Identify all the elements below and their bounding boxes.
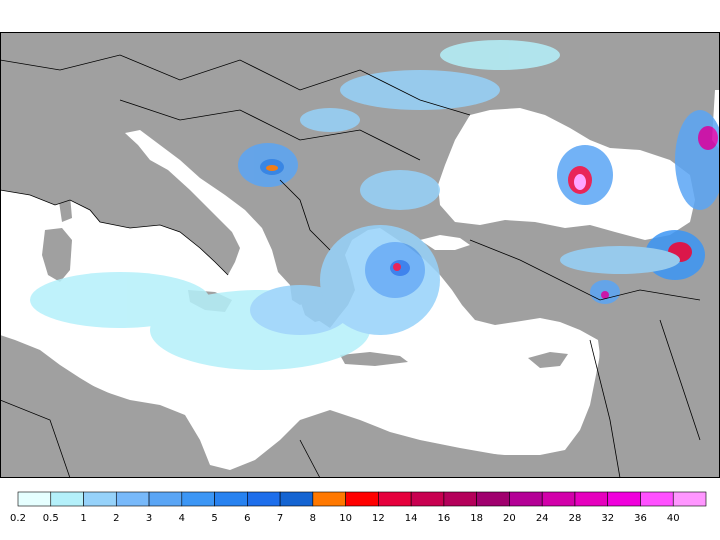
border <box>0 399 71 479</box>
legend-labels: 0.2 0.5 1 2 3 4 5 6 7 8 10 12 14 16 18 20 24 28 32 36 40 <box>10 513 680 524</box>
legend-swatch <box>574 491 609 507</box>
legend-swatch <box>181 491 215 507</box>
legend-label: 4 <box>179 513 185 524</box>
legend-swatch <box>148 491 183 507</box>
legend-swatch <box>17 491 52 507</box>
rain-area <box>300 108 360 132</box>
legend-swatch <box>312 491 346 507</box>
rain-area <box>574 174 586 190</box>
legend-swatch <box>83 491 117 507</box>
legend-swatch <box>115 491 150 507</box>
legend-label: 14 <box>405 513 418 524</box>
legend-label: 10 <box>339 513 352 524</box>
rain-area <box>560 246 680 274</box>
precipitation-shading <box>30 40 720 370</box>
legend-label: 0.2 <box>10 513 26 524</box>
rain-area <box>440 40 560 70</box>
country-borders <box>0 54 701 479</box>
legend-swatch <box>672 491 707 507</box>
legend-swatch <box>247 491 281 507</box>
legend-label: 32 <box>601 513 614 524</box>
corsica <box>58 195 72 222</box>
legend-label: 18 <box>470 513 483 524</box>
legend-label: 2 <box>113 513 119 524</box>
legend-swatch <box>378 491 412 507</box>
sardinia <box>42 228 72 282</box>
legend-label: 5 <box>211 513 217 524</box>
legend-label: 20 <box>503 513 516 524</box>
legend-label: 24 <box>536 513 549 524</box>
legend-boxes <box>17 491 707 507</box>
legend-swatch <box>541 491 576 507</box>
mediterranean-sea <box>0 130 600 470</box>
legend-label: 7 <box>277 513 283 524</box>
border <box>279 179 331 251</box>
legend-label: 16 <box>438 513 451 524</box>
legend-swatch <box>640 491 674 507</box>
landmasses <box>0 195 720 478</box>
cyprus <box>528 352 568 368</box>
legend-swatch <box>607 491 641 507</box>
legend-swatch <box>50 491 84 507</box>
legend-label: 8 <box>310 513 316 524</box>
border <box>299 439 321 479</box>
egypt-libya <box>230 420 600 478</box>
sea-of-marmara <box>420 235 470 250</box>
legend-label: 12 <box>372 513 385 524</box>
legend-swatch <box>410 491 445 507</box>
border <box>589 339 621 479</box>
legend-label: 40 <box>667 513 680 524</box>
legend-label: 6 <box>244 513 250 524</box>
legend-swatch <box>279 491 314 507</box>
levant <box>590 320 720 478</box>
rain-area <box>393 263 401 271</box>
rain-area <box>360 170 440 210</box>
legend-label: 3 <box>146 513 152 524</box>
legend-label: 28 <box>569 513 582 524</box>
border <box>0 54 471 116</box>
legend-label: 36 <box>634 513 647 524</box>
border <box>659 319 701 441</box>
legend-swatch <box>214 491 248 507</box>
rain-area <box>266 165 278 171</box>
legend-label: 1 <box>80 513 86 524</box>
legend-label: 0.5 <box>43 513 59 524</box>
coastline <box>0 189 229 276</box>
legend-swatch <box>443 491 477 507</box>
north-africa-coast <box>0 340 212 478</box>
legend-swatch <box>509 491 543 507</box>
crete <box>340 352 408 366</box>
border <box>469 239 701 301</box>
legend-swatch <box>476 491 510 507</box>
legend-swatch <box>345 491 379 507</box>
rain-area <box>601 291 609 299</box>
rain-area <box>698 126 718 150</box>
border <box>119 99 421 161</box>
